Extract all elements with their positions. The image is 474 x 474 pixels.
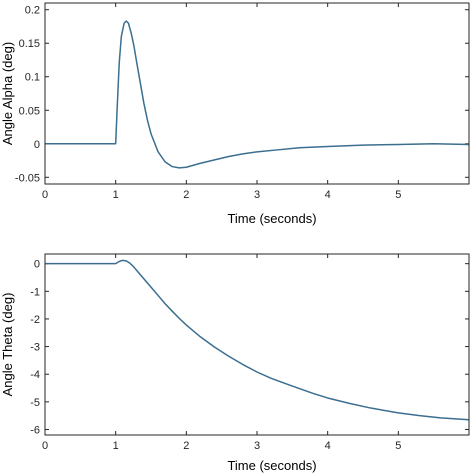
x-tick-label: 5 [395, 440, 401, 452]
theta-y-axis-label: Angle Theta (deg) [0, 293, 15, 397]
y-tick-label: 0.05 [19, 105, 40, 117]
y-tick-label: -3 [30, 342, 40, 354]
x-tick-label: 2 [183, 189, 189, 201]
theta-x-axis-label: Time (seconds) [227, 458, 316, 473]
x-tick-label: 0 [42, 189, 48, 201]
x-tick-label: 4 [325, 440, 331, 452]
x-tick-label: 3 [254, 440, 260, 452]
y-tick-label: -5 [30, 397, 40, 409]
x-tick-label: 1 [113, 440, 119, 452]
x-tick-label: 0 [42, 440, 48, 452]
x-tick-label: 4 [325, 189, 331, 201]
y-tick-label: -0.05 [15, 172, 40, 184]
alpha-x-ticks: 0 1 2 3 4 5 [42, 3, 401, 201]
y-tick-label: -4 [30, 369, 40, 381]
theta-axes-frame [44, 253, 470, 436]
theta-y-ticks: 0 -1 -2 -3 -4 -5 -6 [30, 259, 469, 436]
x-tick-label: 3 [254, 189, 260, 201]
y-tick-label: -2 [30, 314, 40, 326]
y-tick-label: 0.15 [19, 38, 40, 50]
x-tick-label: 2 [183, 440, 189, 452]
y-tick-label: 0.2 [25, 5, 40, 17]
x-tick-label: 1 [113, 189, 119, 201]
alpha-y-axis-label: Angle Alpha (deg) [0, 42, 15, 145]
y-tick-label: 0 [34, 259, 40, 271]
y-tick-label: -6 [30, 424, 40, 436]
y-tick-label: 0.1 [25, 72, 40, 84]
alpha-series-line [45, 20, 470, 169]
y-tick-label: 0 [34, 139, 40, 151]
theta-plot-panel: 0 1 2 3 4 5 0 -1 -2 -3 -4 -5 -6 Time (seconds) Angl… [0, 253, 470, 473]
alpha-x-axis-label: Time (seconds) [227, 211, 316, 226]
theta-series-line [45, 259, 470, 421]
x-tick-label: 5 [395, 189, 401, 201]
alpha-axes-frame [44, 2, 470, 185]
alpha-y-ticks: -0.05 0 0.05 0.1 0.15 0.2 [15, 5, 469, 184]
theta-x-ticks: 0 1 2 3 4 5 [42, 254, 401, 452]
y-tick-label: -1 [30, 286, 40, 298]
